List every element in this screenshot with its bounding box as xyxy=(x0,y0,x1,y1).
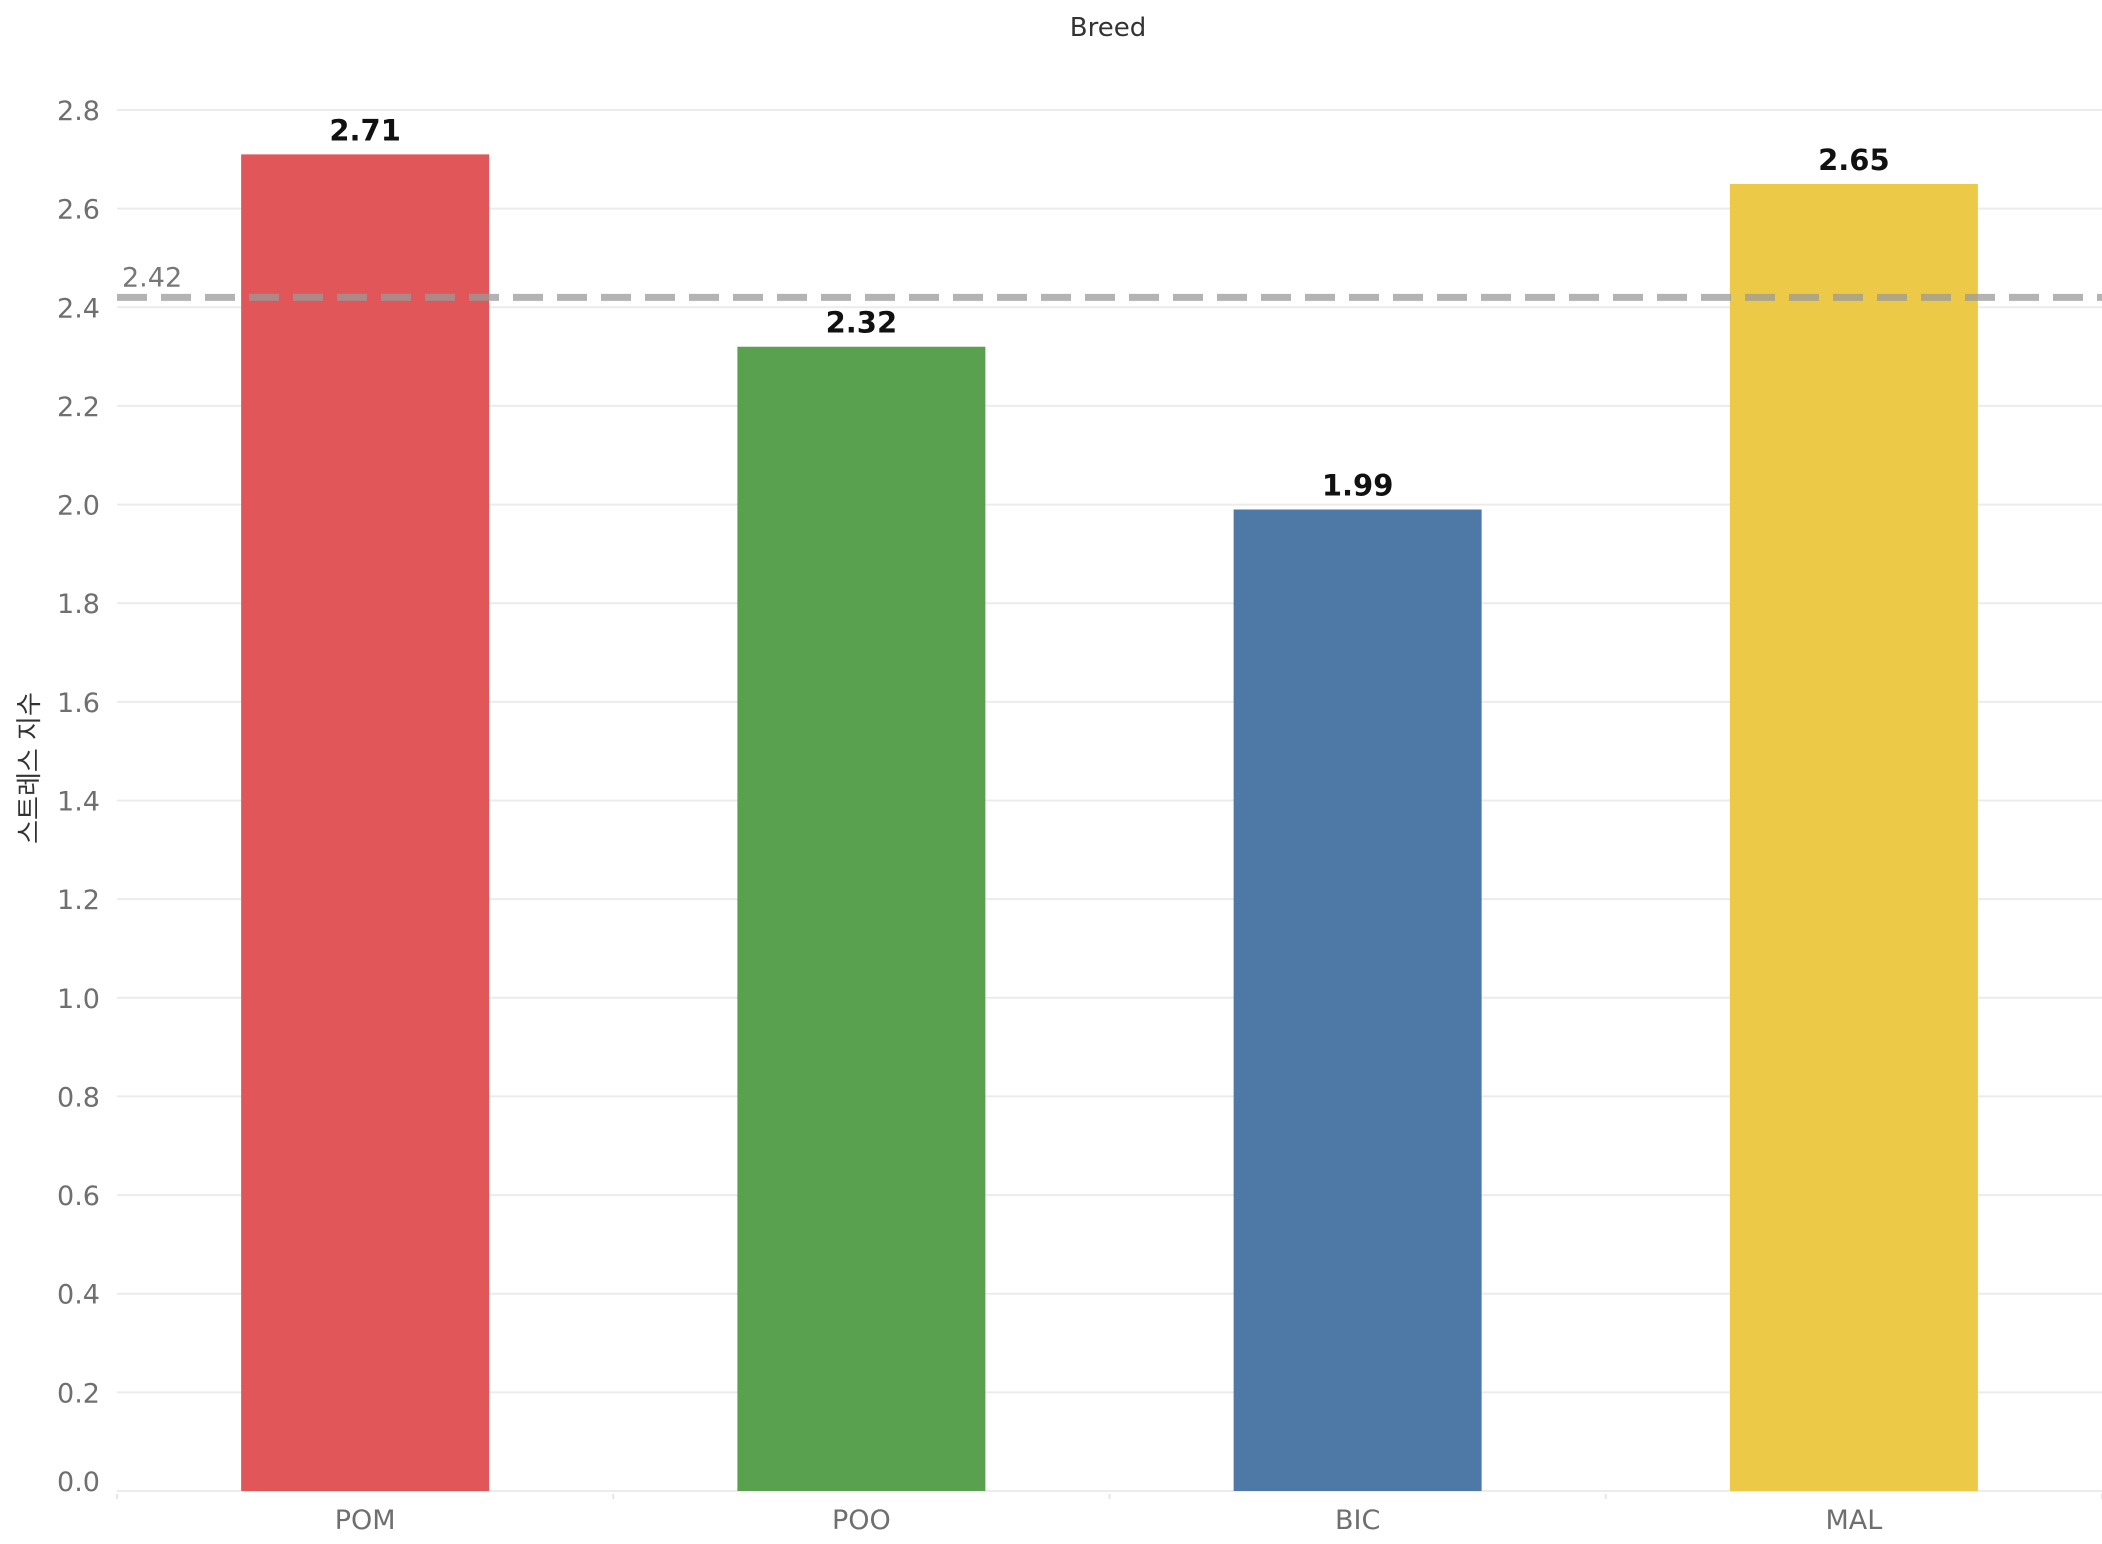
data-label: 2.65 xyxy=(1818,143,1890,177)
chart-title: Breed xyxy=(1070,13,1146,43)
y-tick-label: 0.6 xyxy=(57,1181,100,1212)
y-tick-label: 0.2 xyxy=(57,1378,100,1409)
category-separators xyxy=(116,1494,2102,1499)
x-category-label: POM xyxy=(335,1505,396,1536)
y-tick-label: 2.6 xyxy=(57,195,100,226)
y-tick-label: 0.4 xyxy=(57,1280,100,1311)
x-category-label: MAL xyxy=(1825,1505,1882,1536)
data-label: 2.32 xyxy=(826,306,898,340)
y-tick-label: 0.8 xyxy=(57,1082,100,1113)
y-tick-label: 2.8 xyxy=(57,96,100,127)
x-category-label: BIC xyxy=(1335,1505,1380,1536)
data-labels: 2.71 2.32 1.99 2.65 xyxy=(329,113,1889,502)
y-tick-label: 1.6 xyxy=(57,688,100,719)
y-axis-ticks: 0.0 0.2 0.4 0.6 0.8 1.0 1.2 1.4 1.6 1.8 2.0 2.2 2.4 2… xyxy=(57,96,100,1498)
bar-bic xyxy=(1233,509,1482,1492)
bar-pom xyxy=(241,154,490,1491)
y-tick-label: 1.4 xyxy=(57,787,100,818)
data-label: 1.99 xyxy=(1322,469,1394,503)
reference-line-group: 2.42 xyxy=(117,262,2102,301)
reference-line-label: 2.42 xyxy=(122,262,182,293)
y-tick-label: 2.2 xyxy=(57,392,100,423)
bar-mal xyxy=(1729,183,1978,1491)
x-axis-category-labels: POM POO BIC MAL xyxy=(335,1505,1883,1536)
data-label: 2.71 xyxy=(329,113,401,147)
y-tick-label: 1.8 xyxy=(57,589,100,620)
y-tick-label: 2.0 xyxy=(57,491,100,522)
y-tick-label: 0.0 xyxy=(57,1467,100,1498)
y-tick-label: 1.0 xyxy=(57,984,100,1015)
y-tick-label: 2.4 xyxy=(57,293,100,324)
y-axis-title: 스트레스 지수 xyxy=(15,692,45,844)
bar-poo xyxy=(737,346,986,1491)
y-tick-label: 1.2 xyxy=(57,885,100,916)
bars xyxy=(241,154,1978,1492)
x-category-label: POO xyxy=(832,1505,891,1536)
